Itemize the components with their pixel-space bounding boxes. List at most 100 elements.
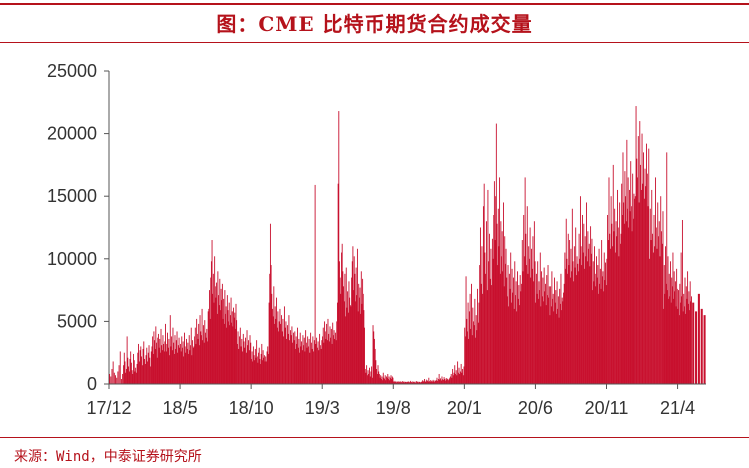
volume-bar	[539, 290, 541, 384]
volume-bar	[277, 311, 279, 384]
volume-bar	[494, 240, 496, 384]
volume-bar	[328, 333, 330, 384]
volume-bar	[508, 273, 510, 384]
volume-bar	[200, 331, 202, 384]
volume-bar	[543, 301, 544, 384]
volume-bar	[587, 231, 589, 384]
volume-bar	[408, 381, 410, 384]
volume-bar	[416, 382, 418, 384]
volume-bar	[115, 375, 116, 384]
volume-bar	[544, 283, 546, 384]
volume-bar	[110, 376, 112, 384]
volume-bar	[400, 381, 402, 384]
volume-bar	[578, 233, 580, 384]
volume-bar	[214, 286, 216, 384]
volume-bar	[292, 332, 294, 384]
volume-bar	[212, 293, 214, 384]
volume-bar	[572, 261, 574, 384]
volume-bar	[666, 290, 668, 384]
volume-bar	[332, 335, 334, 384]
volume-bar	[658, 221, 660, 384]
volume-bar	[358, 297, 360, 384]
volume-bar	[496, 223, 498, 384]
volume-bar	[302, 335, 304, 384]
volume-bar	[427, 380, 429, 384]
volume-bar	[663, 265, 665, 384]
volume-bar	[150, 351, 152, 384]
volume-bar	[293, 340, 295, 384]
volume-bar	[332, 322, 334, 384]
volume-bar	[286, 338, 288, 384]
volume-bar	[336, 321, 338, 384]
volume-bar	[134, 371, 136, 384]
volume-bar	[637, 177, 638, 384]
volume-bar	[154, 348, 156, 384]
volume-bar	[186, 338, 187, 384]
volume-bar	[658, 236, 659, 384]
volume-bar	[604, 280, 606, 384]
volume-bar	[630, 206, 632, 384]
volume-bar	[167, 332, 168, 384]
volume-bar	[189, 350, 191, 384]
y-tick-label: 5000	[57, 311, 97, 331]
volume-bar	[355, 267, 357, 384]
volume-bar	[628, 189, 630, 384]
x-tick-label: 20/1	[447, 398, 482, 418]
volume-bar	[630, 161, 632, 384]
volume-bar	[299, 332, 301, 384]
volume-bar	[152, 336, 154, 384]
volume-bar	[531, 268, 533, 384]
volume-bar	[309, 352, 311, 384]
volume-bar	[387, 378, 389, 384]
volume-bar	[257, 362, 259, 384]
volume-bar	[591, 238, 593, 384]
volume-bar	[584, 268, 585, 384]
volume-bar	[118, 365, 120, 384]
volume-bar	[480, 283, 482, 384]
volume-bar	[550, 306, 552, 384]
volume-bar	[632, 173, 634, 384]
volume-bar	[374, 338, 375, 384]
volume-bar	[503, 202, 504, 384]
volume-bar	[353, 256, 355, 384]
volume-bar	[145, 355, 147, 384]
volume-bar	[412, 381, 414, 384]
volume-bar	[651, 189, 653, 384]
volume-bar	[220, 310, 221, 384]
volume-bar	[141, 365, 143, 384]
volume-bar	[528, 246, 530, 384]
volume-bar	[652, 233, 653, 384]
volume-bar	[665, 283, 667, 384]
volume-bar	[666, 152, 668, 384]
volume-bar	[673, 271, 675, 384]
volume-bar	[397, 381, 399, 384]
volume-bar	[200, 335, 202, 384]
volume-bar	[169, 355, 171, 384]
volume-bar	[379, 377, 381, 384]
volume-bar	[637, 136, 639, 384]
volume-bar	[259, 358, 261, 384]
volume-bar	[523, 256, 525, 384]
volume-bar	[603, 291, 605, 384]
volume-bar	[539, 252, 541, 384]
volume-bar	[154, 340, 155, 384]
volume-bar	[551, 271, 553, 384]
volume-bar	[209, 290, 210, 384]
volume-bar	[690, 301, 692, 384]
x-tick-label: 19/8	[376, 398, 411, 418]
volume-bar	[141, 356, 142, 384]
volume-bar	[409, 381, 411, 384]
volume-bar	[472, 307, 474, 384]
volume-bar	[185, 352, 187, 384]
volume-bar	[457, 361, 459, 384]
volume-bar	[471, 283, 472, 384]
volume-bar	[599, 283, 601, 384]
volume-bar	[150, 366, 151, 384]
volume-bar	[410, 380, 412, 384]
volume-bar	[453, 372, 455, 384]
volume-bar	[241, 338, 243, 384]
volume-bar	[625, 221, 627, 384]
volume-bar	[205, 332, 206, 384]
volume-bar	[280, 323, 282, 384]
volume-bar	[315, 343, 317, 384]
